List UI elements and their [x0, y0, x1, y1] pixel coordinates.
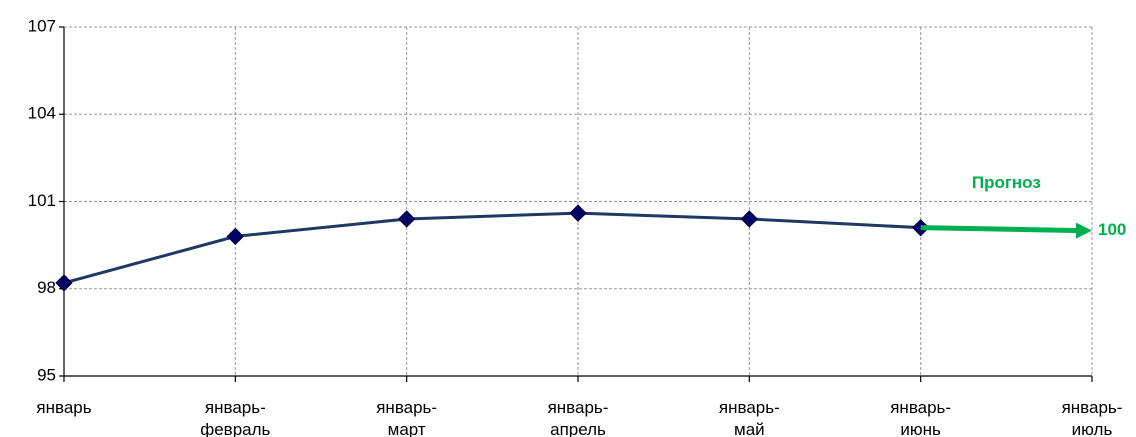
y-tick-label: 101 [28, 191, 56, 210]
value-label: 100 [1098, 220, 1126, 239]
forecast-arrow [920, 225, 1081, 234]
forecast-label: Прогноз [972, 173, 1041, 192]
line [63, 211, 921, 285]
y-tick-label: 98 [37, 278, 56, 297]
marker [226, 227, 245, 246]
marker [569, 204, 587, 222]
x-tick-label: январь-июль [1062, 398, 1123, 437]
x-tick-label: январь-март [376, 398, 437, 437]
y-tick-label: 107 [28, 16, 56, 35]
x-tick-label: январь-июнь [890, 398, 951, 437]
y-tick-label: 104 [28, 104, 56, 123]
y-tick-label: 95 [37, 365, 56, 384]
marker [397, 210, 416, 228]
marker [55, 274, 73, 292]
arrow-head [1076, 222, 1092, 239]
x-tick-label: январь-май [719, 398, 780, 437]
marker [740, 210, 759, 228]
x-tick-label: январь-февраль [200, 398, 270, 437]
x-tick-label: январь [36, 398, 91, 417]
x-tick-label: январь-апрель [548, 398, 609, 437]
